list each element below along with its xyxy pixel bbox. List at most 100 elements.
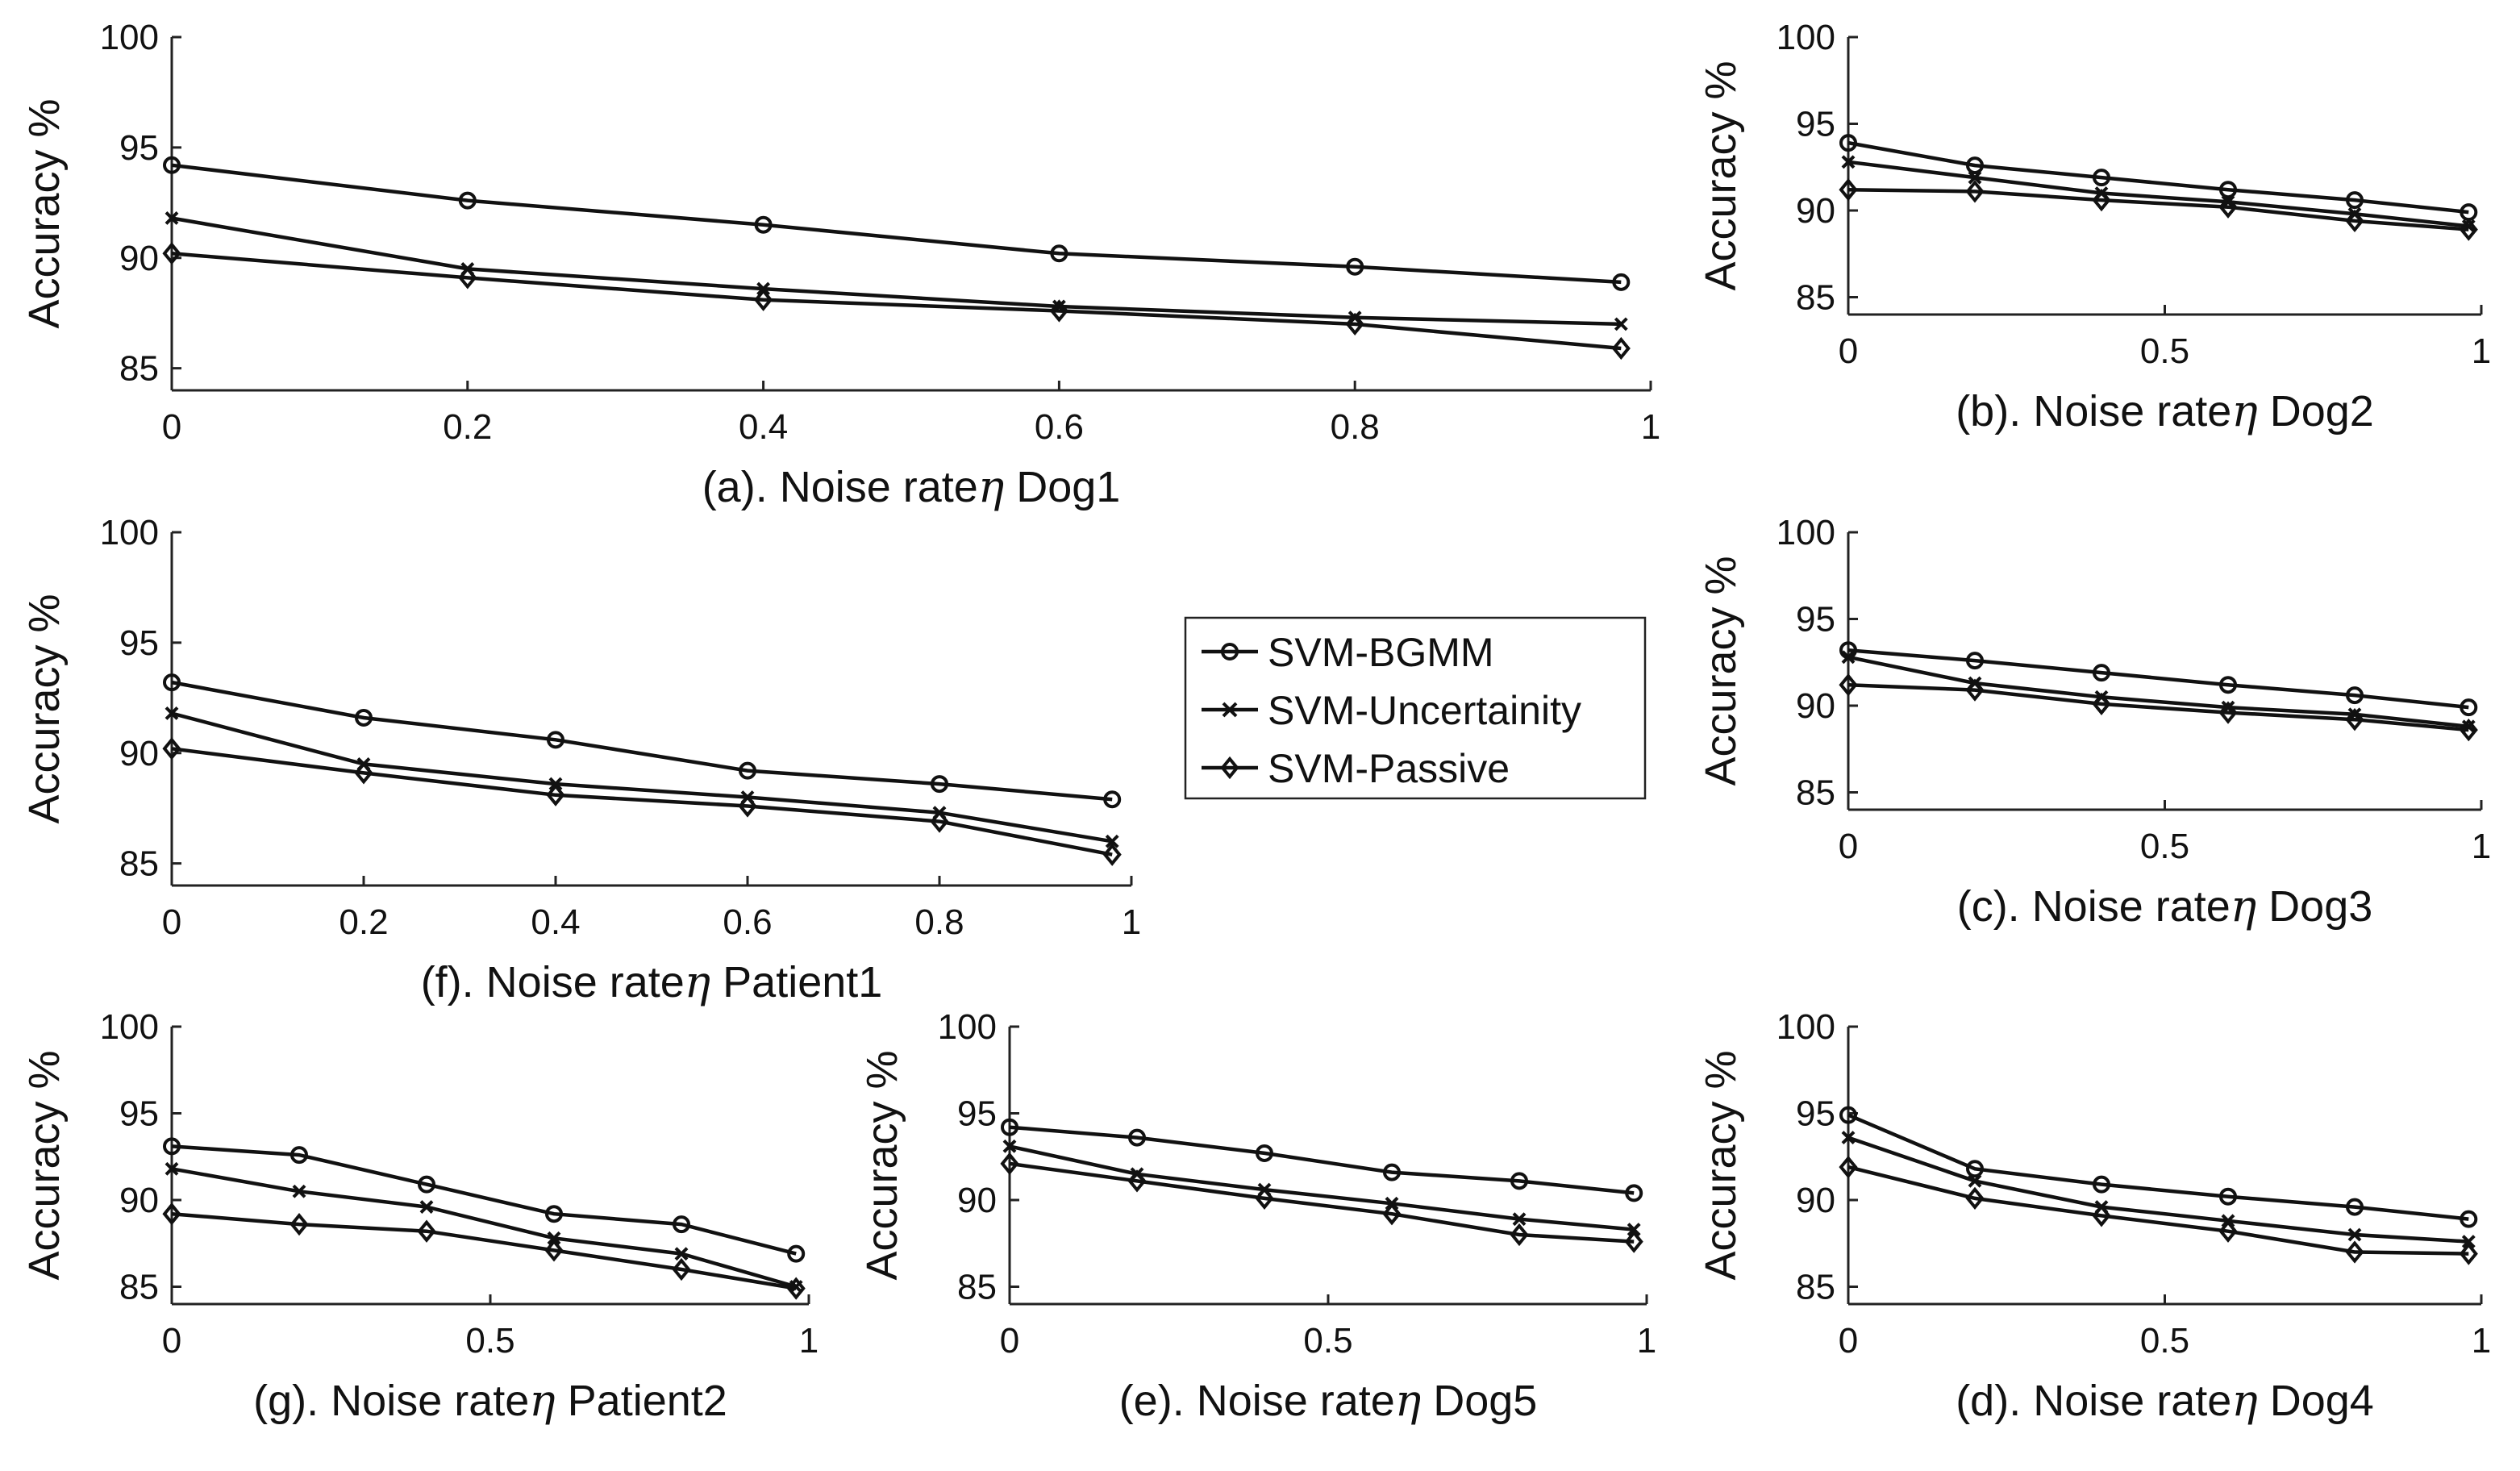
panel-caption: (f). Noise rateη Patient1 bbox=[421, 956, 883, 1007]
y-axis-label: Accuracy % bbox=[1697, 556, 1745, 786]
y-tick-label: 100 bbox=[100, 18, 159, 57]
y-axis-label: Accuracy % bbox=[20, 1050, 69, 1280]
y-tick-label: 95 bbox=[1796, 105, 1835, 144]
circle-marker bbox=[1001, 1118, 1018, 1136]
diamond-marker bbox=[1965, 678, 1985, 702]
circle-marker bbox=[2460, 1210, 2478, 1228]
series-line-svm-bgmm bbox=[171, 680, 1113, 802]
diamond-marker bbox=[162, 242, 181, 265]
y-tick-label: 90 bbox=[119, 734, 159, 773]
circle-marker bbox=[1510, 1172, 1528, 1190]
y-tick-label: 90 bbox=[1796, 191, 1835, 231]
diamond-marker bbox=[1839, 178, 1858, 202]
caption-suffix: Dog5 bbox=[1421, 1377, 1537, 1425]
legend-entry-svm-uncertainity: SVM-Uncertainity bbox=[1202, 688, 1581, 733]
diamond-marker bbox=[672, 1257, 691, 1281]
x-tick-label: 0.5 bbox=[2140, 1321, 2189, 1361]
x-tick-label: 1 bbox=[1637, 1321, 1656, 1361]
diamond-marker bbox=[417, 1219, 436, 1243]
diamond-marker bbox=[2459, 1242, 2478, 1265]
x-marker bbox=[547, 1231, 561, 1245]
caption-prefix: (g). Noise rate bbox=[253, 1377, 529, 1425]
y-tick-label: 85 bbox=[119, 1268, 159, 1307]
diamond-marker bbox=[1000, 1152, 1019, 1176]
caption-eta: η bbox=[1395, 1375, 1421, 1426]
diamond-marker bbox=[2345, 209, 2364, 233]
diamond-marker bbox=[1345, 312, 1364, 336]
circle-marker bbox=[1050, 244, 1068, 263]
legend-x-marker bbox=[1222, 702, 1238, 718]
circle-marker bbox=[1966, 156, 1984, 175]
x-tick-label: 0 bbox=[162, 902, 181, 942]
x-tick-label: 0.2 bbox=[339, 902, 388, 942]
diamond-marker bbox=[2092, 188, 2111, 212]
circle-marker bbox=[2346, 191, 2364, 210]
x-marker bbox=[1105, 834, 1119, 848]
circle-marker bbox=[163, 156, 181, 174]
circle-marker bbox=[754, 215, 773, 234]
x-tick-label: 0.4 bbox=[739, 407, 788, 447]
circle-marker bbox=[1612, 273, 1631, 291]
circle-marker bbox=[787, 1244, 806, 1263]
y-tick-label: 95 bbox=[119, 623, 159, 663]
circle-marker bbox=[290, 1146, 308, 1165]
caption-suffix: Dog2 bbox=[2258, 387, 2374, 435]
series-line-svm-bgmm bbox=[1009, 1125, 1635, 1195]
caption-eta: η bbox=[2231, 881, 2256, 931]
caption-eta: η bbox=[685, 956, 710, 1007]
circle-marker bbox=[545, 1205, 563, 1223]
legend-box bbox=[1184, 616, 1647, 800]
diamond-marker bbox=[1611, 336, 1631, 360]
x-marker bbox=[292, 1184, 306, 1198]
x-tick-label: 0 bbox=[1839, 827, 1858, 866]
chart-panel-g: 85 90 95 100 0 0.5 1 Accuracy % (g). Noise rateη… bbox=[20, 1007, 818, 1426]
diamond-marker bbox=[1127, 1169, 1147, 1193]
x-tick-label: 1 bbox=[799, 1321, 818, 1361]
circle-marker bbox=[1839, 1106, 1857, 1124]
y-tick-label: 90 bbox=[1796, 1181, 1835, 1220]
y-tick-label: 95 bbox=[1796, 1094, 1835, 1134]
y-tick-label: 100 bbox=[938, 1007, 997, 1047]
circle-marker bbox=[418, 1175, 435, 1194]
circle-marker bbox=[2219, 1187, 2237, 1206]
circle-marker bbox=[163, 1137, 181, 1156]
diamond-marker bbox=[1255, 1186, 1274, 1211]
chart-panel-b: 85 90 95 100 0 0.5 1 Accuracy % (b). Noise rateη… bbox=[1697, 18, 2491, 436]
chart-panel-c: 85 90 95 100 0 0.5 1 Accuracy % (c). Noise rateη… bbox=[1697, 513, 2491, 931]
series-line-svm-passive bbox=[1009, 1161, 1635, 1244]
y-axis-label: Accuracy % bbox=[858, 1050, 906, 1280]
x-marker bbox=[1968, 1173, 1982, 1188]
circle-marker bbox=[1346, 257, 1364, 276]
x-tick-label: 0.4 bbox=[531, 902, 580, 942]
diamond-marker bbox=[930, 810, 949, 833]
x-tick-label: 0 bbox=[162, 407, 181, 447]
diamond-marker bbox=[2218, 1219, 2238, 1243]
series-line-svm-passive bbox=[1847, 187, 2469, 231]
series-line-svm-uncertainity bbox=[1847, 1136, 2469, 1244]
caption-suffix: Dog4 bbox=[2258, 1377, 2374, 1425]
diamond-marker bbox=[1624, 1230, 1643, 1253]
caption-suffix: Dog3 bbox=[2256, 882, 2372, 931]
caption-eta: η bbox=[2231, 1375, 2257, 1426]
series-line-svm-passive bbox=[171, 252, 1622, 351]
circle-marker bbox=[458, 191, 477, 210]
diamond-marker bbox=[2218, 195, 2238, 219]
x-marker bbox=[165, 706, 179, 720]
caption-prefix: (e). Noise rate bbox=[1119, 1377, 1395, 1425]
circle-marker bbox=[2093, 169, 2110, 187]
x-tick-label: 0.5 bbox=[2140, 827, 2189, 866]
y-tick-label: 100 bbox=[100, 513, 159, 552]
diamond-marker bbox=[1965, 180, 1985, 203]
caption-prefix: (b). Noise rate bbox=[1956, 387, 2231, 435]
y-tick-label: 85 bbox=[1796, 278, 1835, 318]
diamond-marker bbox=[754, 288, 773, 311]
caption-prefix: (f). Noise rate bbox=[421, 958, 685, 1006]
x-marker bbox=[1627, 1223, 1641, 1236]
caption-suffix: Dog1 bbox=[1004, 463, 1120, 511]
circle-marker bbox=[1966, 1160, 1984, 1178]
y-tick-label: 95 bbox=[957, 1094, 997, 1134]
x-tick-label: 1 bbox=[1641, 407, 1660, 447]
diamond-marker bbox=[1102, 843, 1122, 866]
series-line-svm-bgmm bbox=[1847, 140, 2469, 215]
